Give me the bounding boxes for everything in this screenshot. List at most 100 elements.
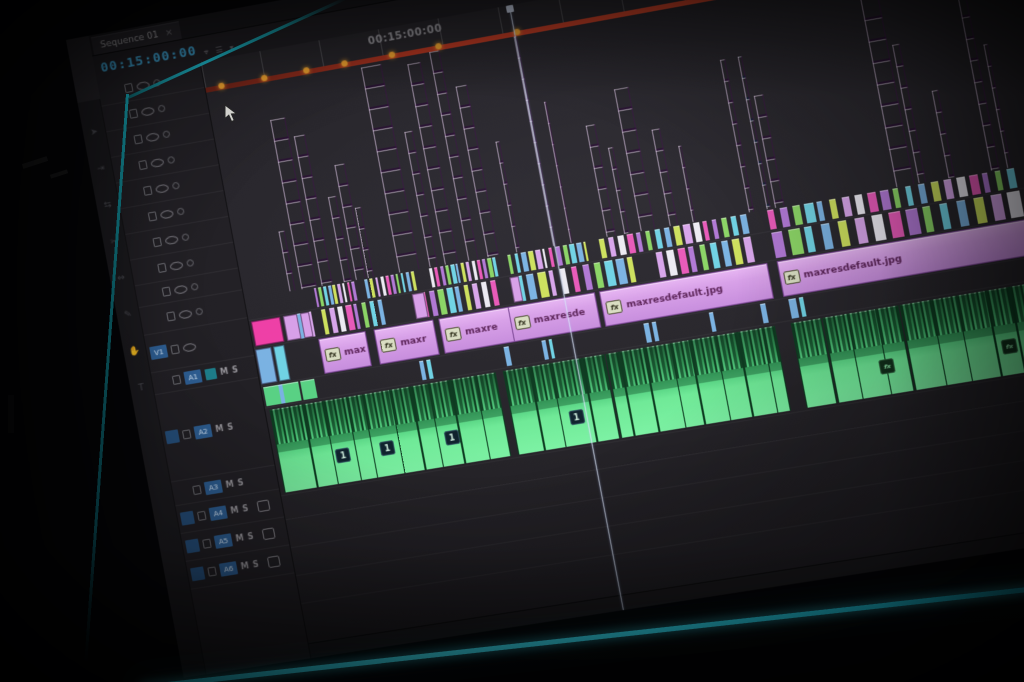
mini-clip[interactable] — [709, 242, 721, 269]
mini-clip[interactable] — [581, 264, 593, 291]
track-name-a3[interactable]: A3 — [203, 479, 224, 496]
eye-icon[interactable] — [169, 260, 184, 271]
mini-clip[interactable] — [993, 170, 1004, 191]
mini-clip[interactable] — [321, 308, 330, 335]
tab-close-icon[interactable]: × — [164, 26, 174, 39]
video-clip-stack[interactable] — [931, 89, 955, 179]
mini-clip[interactable] — [871, 213, 887, 242]
mini-clip[interactable] — [570, 266, 582, 293]
track-target-v1[interactable]: V1 — [149, 344, 169, 361]
mini-clip[interactable] — [654, 228, 664, 249]
mini-clip[interactable] — [665, 249, 679, 277]
mute-button[interactable]: M — [229, 505, 240, 516]
mini-clip[interactable] — [682, 223, 693, 245]
mini-clip[interactable] — [905, 207, 923, 236]
mini-clip[interactable] — [698, 244, 709, 271]
mini-clip[interactable] — [921, 205, 935, 233]
video-clip-stack[interactable] — [495, 141, 521, 253]
mini-clip[interactable] — [720, 217, 730, 238]
eye-icon[interactable] — [150, 157, 165, 168]
video-clip-stack[interactable] — [585, 124, 617, 237]
mini-clip[interactable] — [739, 214, 750, 235]
mini-clip[interactable] — [537, 271, 550, 298]
audio-clip[interactable] — [419, 360, 428, 381]
lock-icon[interactable] — [196, 510, 207, 521]
mini-clip[interactable] — [645, 230, 654, 251]
mini-clip[interactable] — [664, 227, 673, 248]
sequence-marker-icon[interactable] — [217, 82, 226, 90]
mini-clip[interactable] — [904, 185, 915, 207]
eye-icon[interactable] — [140, 105, 155, 117]
solo-button[interactable]: S — [241, 503, 250, 514]
mute-button[interactable]: M — [219, 366, 230, 377]
audio-clip[interactable] — [548, 338, 556, 359]
slip-tool-icon[interactable]: ⇔ — [116, 272, 126, 285]
mini-clip[interactable] — [548, 270, 558, 297]
mini-clip[interactable] — [463, 284, 473, 311]
mini-clip[interactable] — [820, 222, 834, 250]
mini-clip[interactable] — [791, 204, 804, 226]
mini-clip[interactable] — [854, 194, 866, 215]
mini-clip[interactable] — [972, 196, 988, 225]
eye-icon[interactable] — [164, 234, 179, 245]
mini-clip[interactable] — [1006, 190, 1024, 219]
audio-clip[interactable] — [540, 340, 549, 360]
sequence-marker-icon[interactable] — [302, 66, 310, 74]
track-option-box[interactable] — [266, 555, 281, 569]
source-target-box[interactable] — [179, 510, 196, 526]
dot-icon[interactable] — [186, 258, 195, 268]
lock-icon[interactable] — [192, 484, 202, 496]
solo-button[interactable]: S — [252, 559, 260, 570]
source-target-box[interactable] — [164, 429, 180, 445]
sequence-marker-icon[interactable] — [435, 42, 443, 50]
selection-tool-icon[interactable]: ➤ — [89, 126, 99, 139]
mini-clip[interactable] — [981, 172, 991, 194]
video-clip-stack[interactable] — [651, 128, 679, 226]
mini-clip[interactable] — [720, 240, 732, 267]
mini-clip[interactable] — [730, 215, 740, 237]
mini-clip[interactable] — [955, 199, 970, 227]
mini-clip[interactable] — [692, 222, 703, 243]
sequence-marker-icon[interactable] — [340, 59, 349, 67]
hand-tool-icon[interactable]: ✋ — [128, 345, 142, 358]
track-name-a5[interactable]: A5 — [213, 533, 233, 549]
solo-button[interactable]: S — [236, 477, 245, 488]
track-select-tool-icon[interactable]: ⇥ — [96, 163, 106, 175]
audio-clip[interactable] — [300, 378, 318, 401]
mini-clip[interactable] — [917, 183, 928, 204]
solo-button[interactable]: S — [231, 365, 239, 375]
mini-clip[interactable] — [1006, 167, 1018, 189]
lock-icon[interactable] — [171, 374, 182, 385]
eye-icon[interactable] — [159, 208, 174, 219]
mute-button[interactable]: M — [240, 561, 250, 572]
source-target-box[interactable] — [190, 566, 206, 582]
mute-button[interactable]: M — [214, 423, 225, 435]
mini-clip[interactable] — [626, 233, 637, 254]
dot-icon[interactable] — [171, 181, 181, 190]
dot-icon[interactable] — [195, 307, 204, 316]
audio-clip[interactable] — [788, 298, 800, 319]
mini-clip[interactable] — [369, 300, 378, 327]
mini-clip[interactable] — [989, 193, 1006, 222]
mini-clip[interactable] — [766, 209, 778, 230]
timeline-settings-icon[interactable]: ☰ — [214, 44, 224, 55]
mini-clip[interactable] — [617, 235, 627, 256]
lock-icon[interactable] — [138, 159, 148, 171]
dot-icon[interactable] — [167, 155, 176, 165]
mini-clip[interactable] — [626, 256, 637, 283]
mini-clip[interactable] — [361, 302, 370, 328]
audio-clip[interactable] — [708, 312, 717, 333]
mini-clip[interactable] — [507, 254, 515, 275]
eye-icon[interactable] — [173, 284, 188, 295]
eye-icon[interactable] — [182, 341, 197, 353]
track-name-a2[interactable]: A2 — [193, 423, 213, 440]
dot-icon[interactable] — [181, 233, 190, 242]
eye-icon[interactable] — [135, 80, 151, 91]
mini-clip[interactable] — [410, 271, 418, 291]
mini-clip[interactable] — [779, 206, 791, 228]
track-name-a4[interactable]: A4 — [208, 505, 228, 522]
mini-clip[interactable] — [711, 219, 720, 240]
mini-clip[interactable] — [562, 244, 570, 265]
mini-clip[interactable] — [816, 200, 826, 222]
audio-clip[interactable] — [651, 321, 660, 342]
